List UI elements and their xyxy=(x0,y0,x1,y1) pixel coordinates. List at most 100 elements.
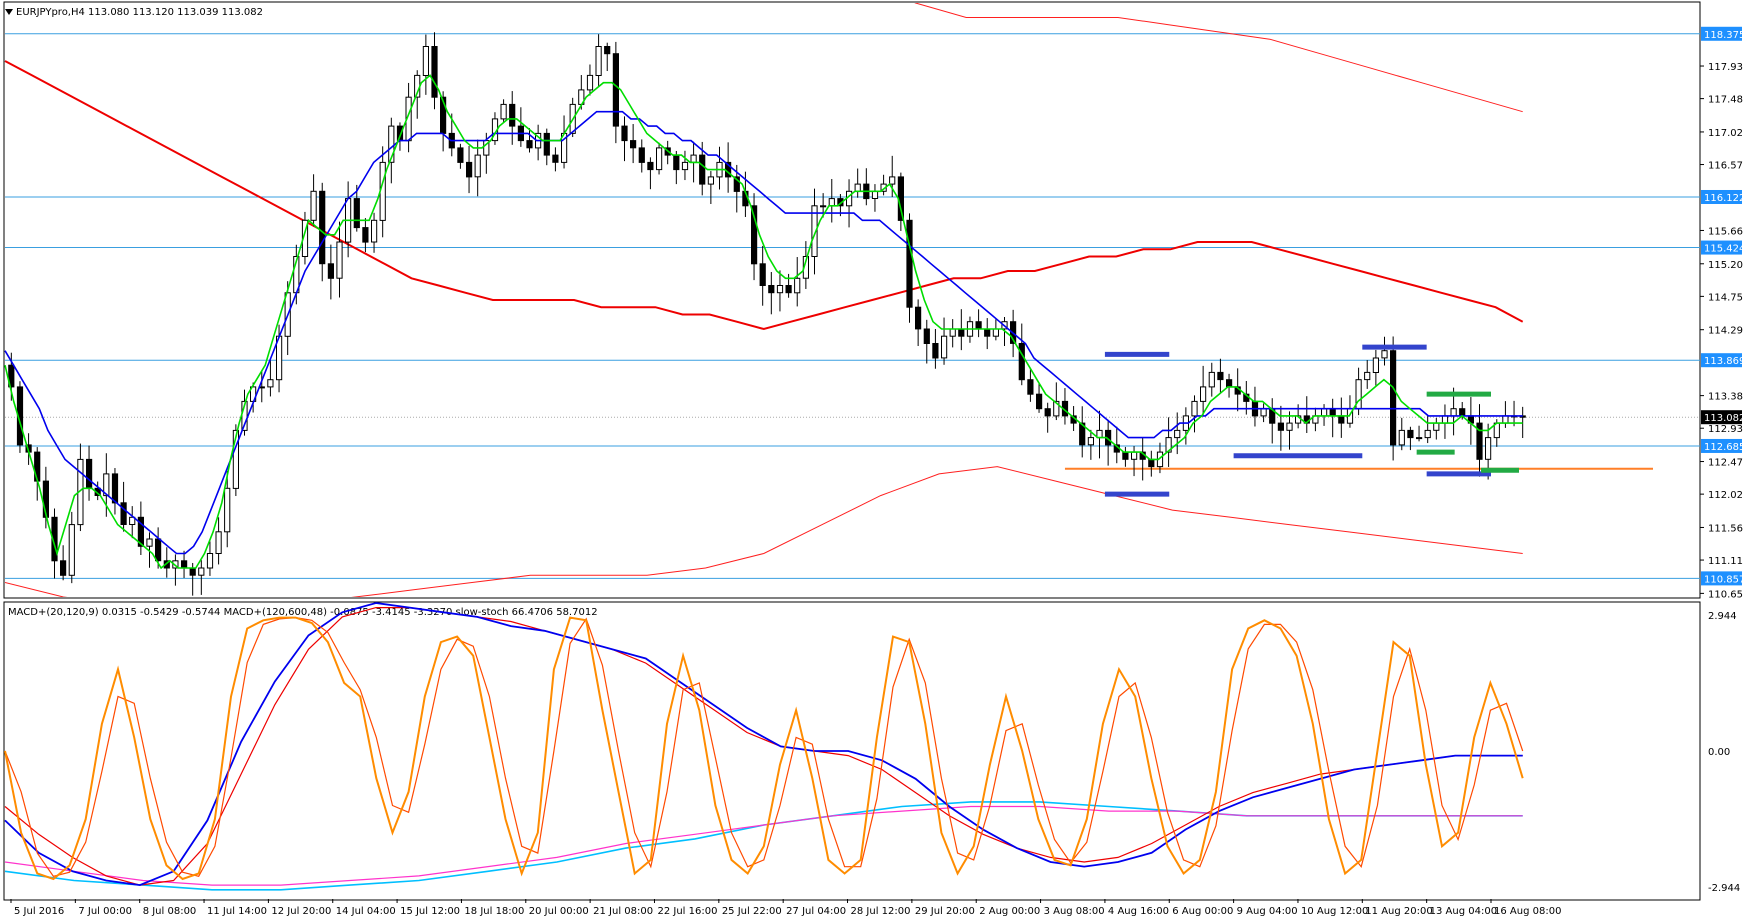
long-moving-average xyxy=(4,60,1524,331)
price-level-badge xyxy=(1701,571,1742,586)
candle-body xyxy=(906,219,913,308)
candle-body xyxy=(388,125,395,163)
candle-body xyxy=(1390,350,1397,446)
macd-slow-signal-line xyxy=(4,805,1523,886)
candle-body xyxy=(854,183,861,192)
candle-body xyxy=(327,263,334,279)
candle-body xyxy=(638,147,645,163)
candle-body xyxy=(958,328,965,337)
candle-body xyxy=(215,531,222,554)
candle-body xyxy=(1148,458,1155,468)
candle-body xyxy=(431,46,438,98)
candle-body xyxy=(673,154,680,171)
candle-body xyxy=(889,176,896,185)
time-tick-label: 15 Jul 12:00 xyxy=(400,906,460,917)
time-tick-label: 5 Jul 2016 xyxy=(14,906,64,917)
price-level-badge xyxy=(1701,353,1742,368)
candle-body xyxy=(621,125,628,142)
candle-body xyxy=(1364,371,1371,381)
candle-body xyxy=(371,219,378,243)
envelope-lines xyxy=(5,3,1523,597)
price-tick-label: 110.650 xyxy=(1708,589,1743,600)
price-level-badge xyxy=(1701,240,1742,255)
candle-body xyxy=(552,154,559,163)
stoch-main-line xyxy=(4,616,1524,881)
candle-body xyxy=(1165,437,1172,453)
candle-body xyxy=(60,560,67,576)
candle-body xyxy=(189,567,196,576)
candle-body xyxy=(1433,422,1440,431)
moving-averages xyxy=(4,74,1523,570)
candle-body xyxy=(319,190,326,265)
symbol-menu-icon[interactable] xyxy=(5,9,13,15)
indicator-tick-label: -2.944 xyxy=(1708,883,1740,894)
candle-body xyxy=(630,140,637,149)
candle-body xyxy=(1277,422,1285,431)
candle-body xyxy=(1122,451,1129,460)
candle-body xyxy=(794,277,801,294)
candle-body xyxy=(1450,408,1457,417)
candle-body xyxy=(612,53,619,127)
candle-body xyxy=(1018,343,1025,381)
candle-body xyxy=(1416,437,1423,440)
candle-body xyxy=(1174,429,1181,439)
candle-body xyxy=(155,538,162,562)
candle-body xyxy=(543,132,550,156)
price-tick-label: 117.930 xyxy=(1708,62,1743,73)
candle-body xyxy=(336,241,343,279)
price-tick-label: 117.020 xyxy=(1708,128,1743,139)
price-tick-label: 115.200 xyxy=(1708,260,1743,271)
candle-body xyxy=(1096,429,1103,439)
ema-slow-line xyxy=(4,110,1523,555)
indicator-tick-label: 0.00 xyxy=(1708,747,1730,758)
macd-fast-line xyxy=(4,602,1523,887)
price-level-badge xyxy=(1701,189,1742,204)
price-tick-label: 114.750 xyxy=(1708,292,1743,303)
candle-body xyxy=(68,524,75,576)
ema-fast-line xyxy=(4,74,1523,570)
price-tick-label: 111.560 xyxy=(1708,523,1743,534)
candle-body xyxy=(1208,371,1215,388)
candle-body xyxy=(181,560,188,569)
time-tick-label: 28 Jul 12:00 xyxy=(851,906,911,917)
candle-body xyxy=(1191,400,1198,417)
candle-body xyxy=(466,161,473,178)
candle-body xyxy=(206,553,214,569)
candle-body xyxy=(232,429,240,489)
time-tick-label: 29 Jul 20:00 xyxy=(915,906,975,917)
candle-body xyxy=(656,147,663,171)
candle-body xyxy=(1079,422,1086,446)
time-tick-label: 2 Aug 00:00 xyxy=(979,906,1040,917)
drawn-horizontal-marks[interactable] xyxy=(1104,344,1519,497)
candle-body xyxy=(1441,415,1449,424)
time-tick-label: 27 Jul 04:00 xyxy=(786,906,846,917)
time-tick-label: 6 Aug 00:00 xyxy=(1172,906,1233,917)
candle-body xyxy=(932,343,939,359)
time-tick-label: 13 Aug 04:00 xyxy=(1430,906,1497,917)
candle-body xyxy=(595,46,602,76)
current-price-badge xyxy=(1701,410,1742,425)
candle-body xyxy=(1329,408,1336,417)
candle-body xyxy=(1372,357,1380,373)
candle-body xyxy=(198,567,205,576)
price-level-badge xyxy=(1701,438,1742,453)
candle-body xyxy=(1398,429,1405,446)
time-tick-label: 20 Jul 00:00 xyxy=(529,906,589,917)
indicator-axis: 2.944 0.00 -2.944 xyxy=(1708,611,1740,894)
time-tick-label: 21 Jul 08:00 xyxy=(593,906,653,917)
candle-body xyxy=(224,487,231,533)
candle-body xyxy=(828,198,835,207)
candle-body xyxy=(310,190,317,221)
time-tick-label: 3 Aug 08:00 xyxy=(1044,906,1105,917)
candle-body xyxy=(34,451,41,482)
indicator-header: MACD+(20,120,9) 0.0315 -0.5429 -0.5744 M… xyxy=(8,607,598,618)
candle-body xyxy=(1036,393,1043,410)
candle-body xyxy=(1027,379,1034,395)
stoch-signal-line xyxy=(4,616,1524,877)
candle-body xyxy=(707,176,714,185)
candle-body xyxy=(267,379,274,388)
price-tick-label: 117.480 xyxy=(1708,95,1743,106)
candle-body xyxy=(1338,415,1345,424)
candle-body xyxy=(984,328,991,337)
